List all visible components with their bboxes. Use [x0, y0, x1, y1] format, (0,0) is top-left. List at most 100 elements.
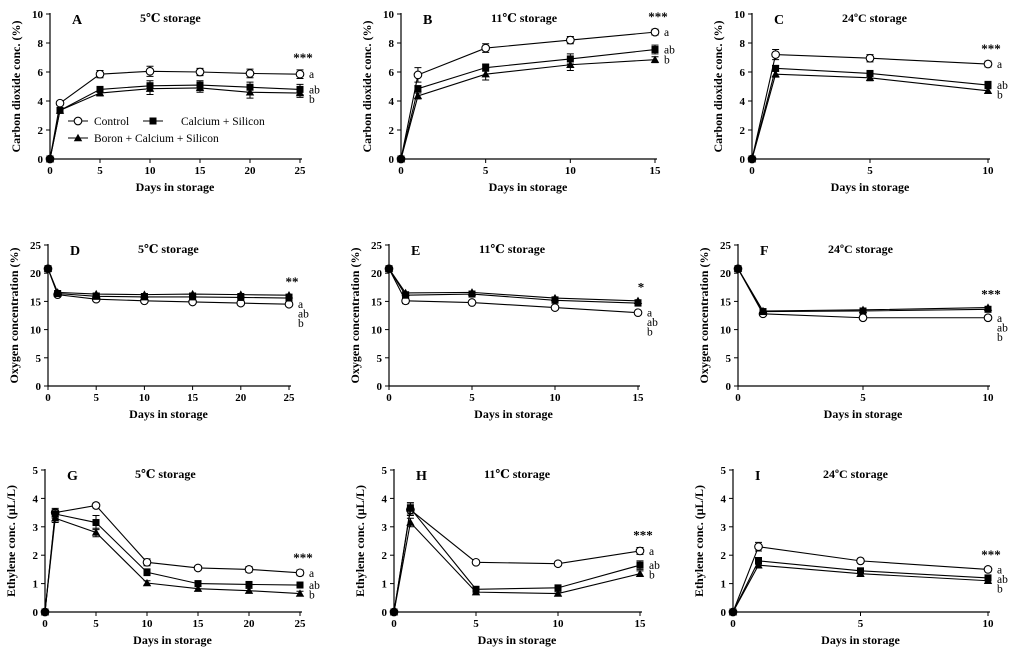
series-circle — [45, 65, 305, 164]
series-line — [47, 268, 290, 305]
data-point-triangle — [550, 293, 560, 302]
panel-letter: E — [411, 244, 420, 259]
chart-e: 0 5 10 15 0 5 10 15 20 25 Days in storage Oxygen co… — [348, 240, 658, 421]
significance-stars: * — [638, 280, 645, 295]
x-tick-label: 20 — [235, 392, 247, 404]
data-point-triangle — [865, 73, 875, 81]
data-point-triangle — [55, 106, 65, 114]
chart-title: 24ºC storage — [842, 11, 908, 25]
y-tick-label: 0 — [382, 607, 388, 619]
data-point-triangle — [193, 584, 203, 592]
series-line — [751, 54, 989, 160]
y-axis-label: Ethylene conc. (µL/L) — [692, 485, 706, 597]
significance-stars: *** — [648, 9, 668, 24]
data-point-triangle — [140, 290, 149, 298]
data-point-triangle — [45, 154, 55, 163]
series-square — [385, 265, 642, 307]
data-point-triangle — [633, 296, 643, 305]
x-tick-label: 5 — [858, 618, 864, 630]
legend: Control Calcium + Silicon Boron + Calcium … — [68, 116, 265, 145]
y-tick-label: 0 — [36, 381, 42, 393]
y-tick-label: 0 — [721, 607, 727, 619]
data-point-square — [92, 519, 100, 527]
data-point-triangle — [858, 305, 868, 314]
data-point-circle — [471, 557, 481, 567]
data-point-triangle — [51, 514, 60, 522]
y-tick-label: 25 — [30, 240, 42, 252]
significance-letter: a — [309, 568, 314, 580]
y-tick-label: 5 — [726, 353, 732, 365]
data-point-triangle — [245, 88, 255, 96]
chart-i: 0 5 10 0 1 2 3 4 5 Days in storage Ethylene conc. … — [692, 465, 1008, 647]
x-tick-label: 0 — [398, 165, 404, 177]
data-point-circle — [55, 98, 65, 108]
series-line — [400, 59, 656, 160]
y-tick-label: 0 — [38, 154, 44, 166]
data-point-square — [984, 81, 992, 89]
data-point-circle — [142, 557, 152, 567]
significance-stars: *** — [981, 547, 1001, 562]
y-tick-label: 1 — [382, 579, 388, 591]
y-tick-label: 3 — [382, 522, 388, 534]
data-point-triangle — [142, 578, 152, 587]
x-axis-label: Days in storage — [821, 633, 900, 647]
y-tick-label: 2 — [389, 125, 395, 137]
data-point-circle — [245, 69, 255, 78]
series-line — [732, 564, 989, 613]
data-point-square — [554, 584, 562, 592]
x-tick-label: 5 — [93, 392, 99, 404]
series-line — [393, 521, 641, 613]
series-line — [388, 268, 639, 302]
significance-letter: ab — [649, 560, 660, 572]
y-tick-label: 4 — [389, 96, 395, 108]
x-tick-label: 25 — [295, 618, 307, 630]
panel-letter: F — [760, 244, 769, 259]
y-tick-label: 3 — [33, 522, 39, 534]
x-tick-label: 0 — [730, 618, 736, 630]
y-tick-label: 5 — [33, 465, 39, 477]
significance-letter: a — [298, 299, 303, 311]
data-point-triangle — [771, 69, 780, 78]
chart-a: 0 5 10 15 20 25 0 2 4 6 8 10 Days in storage Carbon d… — [9, 9, 320, 194]
data-point-triangle — [53, 288, 62, 296]
chart-g: 0 5 10 15 20 25 0 1 2 3 4 5 Days in storage Ethylene … — [4, 465, 320, 647]
series-line — [737, 268, 988, 319]
data-point-circle — [983, 565, 993, 574]
y-tick-label: 20 — [720, 268, 732, 280]
y-tick-label: 15 — [371, 296, 383, 308]
x-tick-label: 25 — [295, 165, 307, 177]
significance-stars: *** — [981, 286, 1001, 301]
x-axis-label: Days in storage — [831, 180, 910, 194]
data-point-circle — [550, 303, 560, 312]
data-point-triangle — [389, 607, 399, 616]
y-tick-label: 5 — [382, 465, 388, 477]
y-tick-label: 4 — [38, 96, 44, 108]
significance-letter: a — [997, 564, 1002, 576]
y-tick-label: 3 — [721, 522, 727, 534]
series-triangle — [43, 264, 294, 299]
data-point-triangle — [467, 288, 477, 296]
data-point-circle — [481, 43, 491, 53]
data-point-triangle — [728, 607, 738, 616]
y-tick-label: 5 — [377, 353, 383, 365]
significance-letter: b — [309, 590, 315, 602]
series-triangle — [389, 517, 645, 616]
legend-marker-circle — [73, 116, 83, 126]
y-tick-label: 25 — [371, 240, 383, 252]
significance-letter: ab — [664, 45, 675, 57]
significance-letter: b — [997, 583, 1003, 595]
y-tick-label: 0 — [726, 381, 732, 393]
chart-title: 5℃ storage — [138, 242, 199, 256]
significance-stars: *** — [981, 41, 1001, 56]
series-circle — [396, 27, 660, 164]
x-tick-label: 15 — [187, 392, 199, 404]
x-tick-label: 15 — [650, 165, 662, 177]
data-point-circle — [95, 69, 105, 79]
y-axis-label: Oxygen concentration (%) — [7, 248, 21, 384]
data-point-triangle — [983, 303, 993, 311]
data-point-circle — [565, 35, 575, 45]
x-tick-label: 5 — [867, 165, 873, 177]
data-point-triangle — [95, 88, 105, 97]
